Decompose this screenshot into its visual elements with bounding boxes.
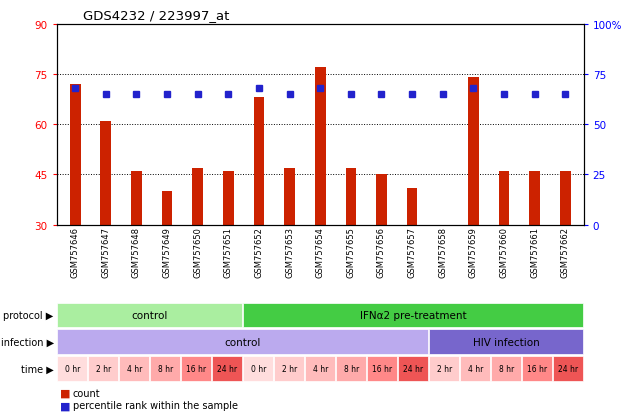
Bar [437, 225, 448, 228]
Bar [305, 356, 335, 381]
Text: 4 hr: 4 hr [127, 364, 142, 373]
Bar [498, 172, 509, 225]
Bar [376, 175, 387, 225]
Bar [150, 356, 180, 381]
Text: 24 hr: 24 hr [217, 364, 237, 373]
Text: 8 hr: 8 hr [498, 364, 514, 373]
Bar [553, 356, 583, 381]
Text: protocol ▶: protocol ▶ [3, 310, 54, 320]
Bar [346, 169, 357, 225]
Text: 0 hr: 0 hr [251, 364, 266, 373]
Bar [181, 356, 211, 381]
Bar [119, 356, 149, 381]
Bar [223, 172, 233, 225]
Text: HIV infection: HIV infection [473, 337, 540, 347]
Text: 2 hr: 2 hr [96, 364, 111, 373]
Text: IFNα2 pre-treatment: IFNα2 pre-treatment [360, 310, 466, 320]
Bar [492, 356, 521, 381]
Text: 4 hr: 4 hr [312, 364, 328, 373]
Bar [57, 356, 87, 381]
Bar [192, 169, 203, 225]
Text: 4 hr: 4 hr [468, 364, 483, 373]
Bar [315, 68, 326, 225]
Bar [162, 192, 172, 225]
Bar [213, 356, 242, 381]
Text: count: count [73, 388, 100, 398]
Bar [336, 356, 366, 381]
Text: percentile rank within the sample: percentile rank within the sample [73, 400, 237, 410]
Bar [274, 356, 304, 381]
Bar [57, 330, 428, 354]
Bar [254, 98, 264, 225]
Bar [398, 356, 428, 381]
Bar [88, 356, 118, 381]
Text: control: control [225, 337, 261, 347]
Text: time ▶: time ▶ [21, 363, 54, 374]
Text: 2 hr: 2 hr [281, 364, 297, 373]
Bar [429, 356, 459, 381]
Text: 24 hr: 24 hr [403, 364, 423, 373]
Bar [70, 85, 81, 225]
Bar [100, 121, 111, 225]
Text: 8 hr: 8 hr [158, 364, 173, 373]
Bar [131, 172, 142, 225]
Text: ■: ■ [60, 400, 71, 410]
Bar [429, 330, 583, 354]
Bar [57, 303, 242, 327]
Text: infection ▶: infection ▶ [1, 337, 54, 347]
Text: 8 hr: 8 hr [344, 364, 359, 373]
Text: 16 hr: 16 hr [527, 364, 547, 373]
Bar [244, 356, 273, 381]
Text: control: control [132, 310, 168, 320]
Bar [522, 356, 552, 381]
Bar [407, 188, 418, 225]
Bar [560, 172, 570, 225]
Text: 0 hr: 0 hr [64, 364, 80, 373]
Text: 16 hr: 16 hr [372, 364, 392, 373]
Bar [461, 356, 490, 381]
Text: GDS4232 / 223997_at: GDS4232 / 223997_at [83, 9, 230, 22]
Text: ■: ■ [60, 388, 71, 398]
Bar [244, 303, 583, 327]
Bar [468, 78, 479, 225]
Bar [367, 356, 397, 381]
Bar [284, 169, 295, 225]
Bar [529, 172, 540, 225]
Text: 24 hr: 24 hr [558, 364, 578, 373]
Text: 16 hr: 16 hr [186, 364, 206, 373]
Text: 2 hr: 2 hr [437, 364, 452, 373]
